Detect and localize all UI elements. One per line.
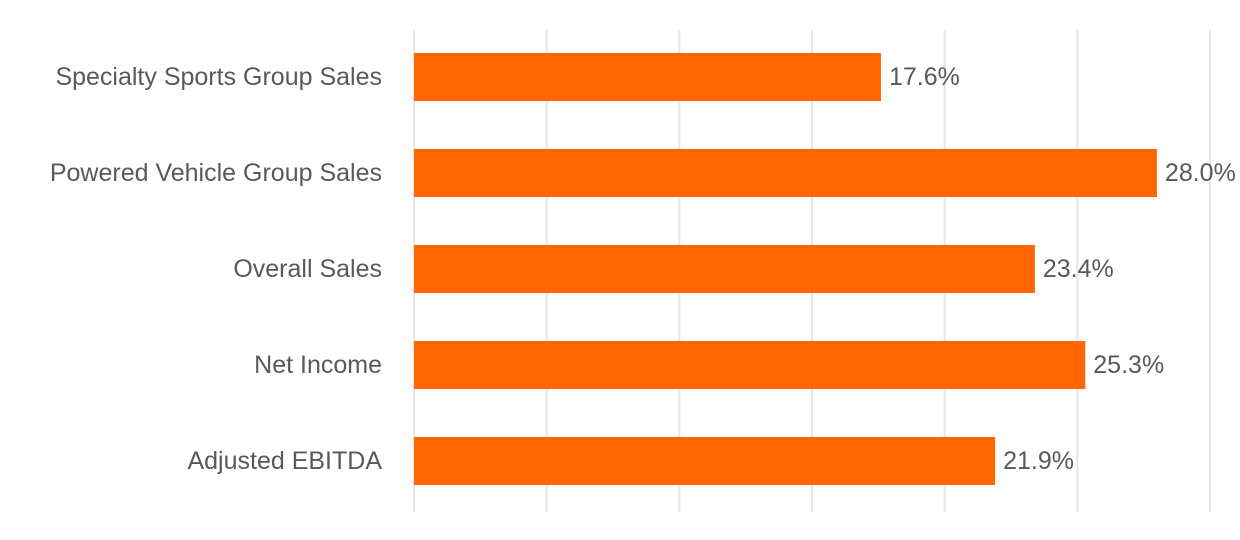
- data-label: 28.0%: [1165, 159, 1236, 187]
- bar: [414, 437, 996, 485]
- category-label: Specialty Sports Group Sales: [55, 63, 382, 91]
- category-label: Overall Sales: [233, 255, 382, 283]
- data-label: 21.9%: [1003, 447, 1074, 475]
- bar: [414, 245, 1035, 293]
- category-labels: Specialty Sports Group Sales Powered Vehi…: [50, 63, 382, 475]
- bar: [414, 53, 881, 101]
- bar: [414, 341, 1086, 389]
- category-label: Powered Vehicle Group Sales: [50, 159, 382, 187]
- data-label: 23.4%: [1043, 255, 1114, 283]
- category-label: Net Income: [254, 351, 382, 379]
- value-labels: 17.6% 28.0% 23.4% 25.3% 21.9%: [889, 63, 1236, 475]
- data-label: 25.3%: [1093, 351, 1164, 379]
- bars: [414, 53, 1157, 485]
- data-label: 17.6%: [889, 63, 960, 91]
- category-label: Adjusted EBITDA: [187, 447, 382, 475]
- bar: [414, 149, 1157, 197]
